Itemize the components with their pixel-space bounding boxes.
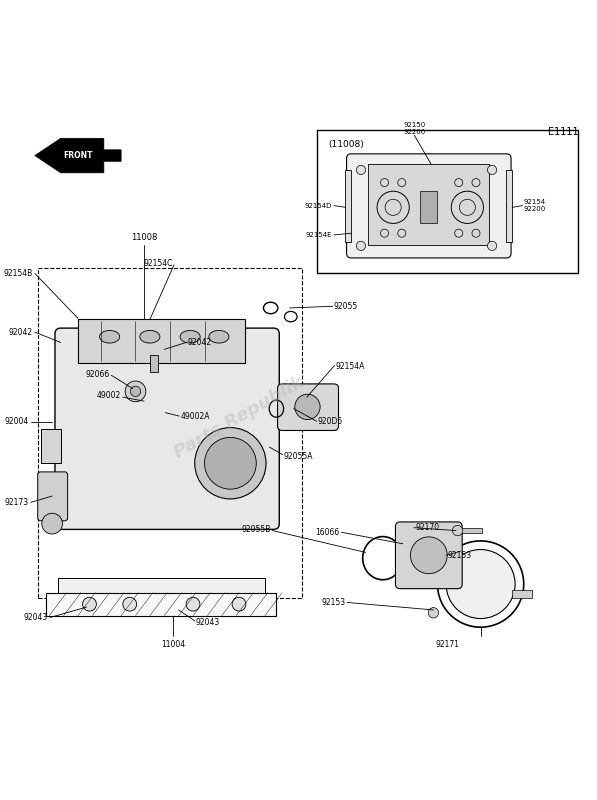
Ellipse shape <box>140 330 160 343</box>
Text: 92153: 92153 <box>447 550 472 560</box>
Text: Parts Republik: Parts Republik <box>171 373 307 462</box>
Text: 92154A: 92154A <box>336 362 365 371</box>
Text: 92154B: 92154B <box>4 269 33 278</box>
Circle shape <box>295 394 320 419</box>
FancyBboxPatch shape <box>38 472 67 521</box>
Circle shape <box>130 386 141 397</box>
Circle shape <box>488 166 497 174</box>
Polygon shape <box>346 170 351 242</box>
Circle shape <box>488 242 497 250</box>
Text: 92042: 92042 <box>187 338 211 347</box>
Bar <box>316 130 578 274</box>
Circle shape <box>356 166 365 174</box>
Ellipse shape <box>100 330 119 343</box>
Circle shape <box>42 514 63 534</box>
Text: 11008: 11008 <box>131 233 157 242</box>
Bar <box>58 578 265 593</box>
Text: 92004: 92004 <box>5 418 29 426</box>
Text: 92066: 92066 <box>85 370 110 378</box>
Text: 92055B: 92055B <box>241 525 270 534</box>
FancyBboxPatch shape <box>347 154 511 258</box>
Text: 49002: 49002 <box>97 391 121 401</box>
Circle shape <box>186 598 200 611</box>
Circle shape <box>195 428 266 499</box>
Ellipse shape <box>180 330 200 343</box>
Text: 92173: 92173 <box>5 498 29 507</box>
Text: E1111: E1111 <box>547 127 578 137</box>
Text: 92153: 92153 <box>321 598 346 607</box>
Text: (11008): (11008) <box>328 140 364 149</box>
Bar <box>150 355 158 372</box>
Text: 920D5: 920D5 <box>318 417 343 426</box>
Text: 92055A: 92055A <box>284 452 313 461</box>
Bar <box>420 191 438 223</box>
FancyBboxPatch shape <box>395 522 462 589</box>
Text: 49002A: 49002A <box>180 412 210 421</box>
Circle shape <box>232 598 246 611</box>
Circle shape <box>453 526 463 536</box>
Text: 92154E: 92154E <box>305 232 331 238</box>
Bar <box>368 164 489 245</box>
Ellipse shape <box>209 330 229 343</box>
Polygon shape <box>506 170 512 242</box>
Text: 92170: 92170 <box>415 523 439 532</box>
FancyBboxPatch shape <box>278 384 338 430</box>
Text: 92171: 92171 <box>436 641 460 650</box>
Circle shape <box>125 381 146 402</box>
Circle shape <box>82 598 96 611</box>
Text: 92043: 92043 <box>196 618 220 627</box>
Text: 92150
92200: 92150 92200 <box>404 122 426 135</box>
Circle shape <box>205 438 256 489</box>
Text: 92154D: 92154D <box>304 202 331 209</box>
Bar <box>512 590 533 598</box>
Polygon shape <box>35 138 121 173</box>
Bar <box>38 268 302 598</box>
Bar <box>47 593 276 616</box>
Circle shape <box>410 537 447 574</box>
Circle shape <box>428 608 439 618</box>
Circle shape <box>356 242 365 250</box>
Text: 92154
92200: 92154 92200 <box>524 199 546 212</box>
Text: 92042: 92042 <box>9 328 33 337</box>
Text: 92043: 92043 <box>24 613 48 622</box>
Circle shape <box>123 598 137 611</box>
Text: 16066: 16066 <box>315 528 340 537</box>
Text: 11004: 11004 <box>161 641 185 650</box>
FancyBboxPatch shape <box>55 328 279 530</box>
Text: 92055: 92055 <box>334 302 358 310</box>
Text: FRONT: FRONT <box>63 151 93 160</box>
Text: 92154C: 92154C <box>143 259 173 268</box>
Polygon shape <box>41 429 61 463</box>
Bar <box>78 319 245 362</box>
Circle shape <box>446 550 515 618</box>
Bar <box>456 528 482 534</box>
